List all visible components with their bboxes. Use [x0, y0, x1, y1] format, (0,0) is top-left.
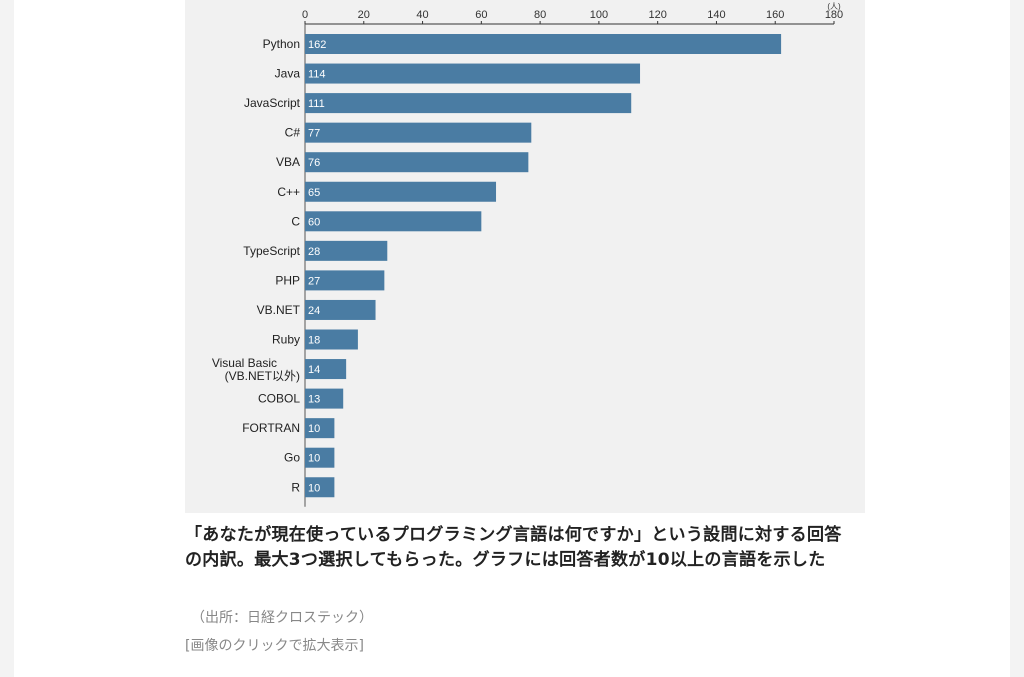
x-tick-label: 20 — [358, 9, 370, 21]
category-label: VB.NET — [257, 303, 301, 317]
category-label: PHP — [275, 273, 300, 287]
bar — [305, 418, 335, 439]
bar — [305, 34, 782, 54]
x-tick-label: 100 — [590, 9, 608, 21]
category-label: VBA — [276, 155, 300, 169]
bar-value-label: 114 — [308, 69, 326, 81]
x-tick-label: 60 — [475, 9, 487, 21]
x-tick-label: 180 — [825, 9, 843, 21]
bar — [305, 270, 385, 291]
category-label: C++ — [277, 185, 300, 199]
bar — [305, 299, 376, 320]
bar-chart[interactable]: 0 20 40 60 80 100 120 140 160 180 (人) 162 Python 114 J… — [185, 0, 865, 513]
bar-value-label: 18 — [308, 335, 320, 347]
category-label: C — [291, 214, 300, 228]
bar-value-label: 10 — [308, 453, 320, 465]
category-label: Go — [284, 451, 300, 465]
category-label: Java — [275, 67, 301, 81]
unit-label: (人) — [827, 2, 841, 11]
bar-value-label: 10 — [308, 423, 320, 435]
category-label: FORTRAN — [242, 421, 300, 435]
figure-caption: 「あなたが現在使っているプログラミング言語は何ですか」という設問に対する回答の内… — [185, 525, 842, 570]
bar — [305, 152, 529, 173]
bar — [305, 477, 335, 498]
category-label: Ruby — [272, 333, 300, 347]
bar-value-label: 13 — [308, 394, 320, 406]
category-label: (VB.NET以外) — [225, 369, 300, 383]
bar-value-label: 65 — [308, 187, 320, 199]
bar-value-label: 111 — [308, 98, 325, 110]
x-tick-label: 160 — [766, 9, 784, 21]
bar-value-label: 60 — [308, 216, 320, 228]
figure-source: （出所：日経クロステック） — [191, 610, 373, 626]
bar-value-label: 27 — [308, 275, 320, 287]
article-page: 0 20 40 60 80 100 120 140 160 180 (人) 162 Python 114 J… — [14, 0, 1010, 677]
x-tick-label: 80 — [534, 9, 546, 21]
bar — [305, 181, 497, 202]
category-label: TypeScript — [243, 244, 300, 258]
category-label: COBOL — [258, 392, 300, 406]
bar-value-label: 10 — [308, 482, 320, 494]
category-label: Python — [263, 37, 300, 51]
bar — [305, 240, 388, 261]
bar — [305, 447, 335, 468]
x-tick-label: 140 — [707, 9, 725, 21]
x-tick-label: 0 — [302, 9, 308, 21]
x-tick-label: 120 — [648, 9, 666, 21]
category-label: R — [291, 480, 300, 494]
category-label: C# — [285, 126, 301, 140]
bar-value-label: 14 — [308, 364, 320, 376]
bar-value-label: 162 — [308, 39, 326, 51]
category-label: Visual Basic — [212, 356, 277, 370]
bar — [305, 388, 344, 409]
bar-value-label: 76 — [308, 157, 320, 169]
x-tick-label: 40 — [416, 9, 428, 21]
bar — [305, 93, 632, 114]
category-label: JavaScript — [244, 96, 301, 110]
bar — [305, 329, 358, 350]
bar-value-label: 28 — [308, 246, 320, 258]
bar — [305, 122, 532, 143]
bar — [305, 63, 641, 84]
bar-chart-svg: 0 20 40 60 80 100 120 140 160 180(人) 162 Python 114 J… — [212, 2, 843, 507]
bar — [305, 211, 482, 232]
bar — [305, 359, 347, 380]
enlarge-image-link[interactable]: [画像のクリックで拡大表示] — [185, 638, 364, 654]
bar-value-label: 24 — [308, 305, 320, 317]
bar-value-label: 77 — [308, 128, 320, 140]
